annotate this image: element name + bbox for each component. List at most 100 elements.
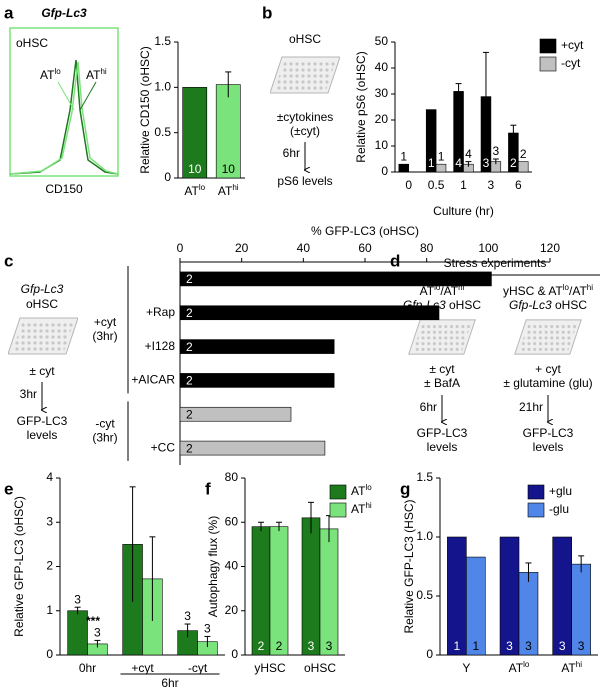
y-tick-label: 1.0 bbox=[154, 80, 171, 94]
legend-swatch bbox=[329, 484, 347, 500]
n-label: 2 bbox=[276, 639, 283, 653]
schematic-text: ± cyt bbox=[29, 364, 55, 378]
bar bbox=[182, 87, 208, 179]
n-label: 2 bbox=[186, 340, 193, 354]
x-tick-label-main: 6 bbox=[515, 178, 522, 192]
x-tick-label-main: 1 bbox=[460, 178, 467, 192]
text-segment: AT bbox=[40, 68, 55, 82]
panel-letter: d bbox=[390, 251, 400, 270]
legend-label-main: +glu bbox=[549, 484, 572, 498]
x-tick-label: +cyt bbox=[131, 661, 154, 675]
schematic-text: oHSC bbox=[289, 32, 321, 46]
legend-swatch bbox=[329, 502, 347, 518]
n-label: 4 bbox=[465, 147, 472, 161]
x-tick-label: 6 bbox=[515, 178, 522, 192]
x-tick-label-main: +cyt bbox=[131, 661, 154, 675]
x-tick-label-sup: hi bbox=[232, 183, 238, 192]
n-label: 3 bbox=[74, 592, 81, 606]
n-label: 2 bbox=[186, 272, 193, 286]
x-tick-label-main: 0.5 bbox=[428, 178, 445, 192]
x-tick-label: -cyt bbox=[188, 661, 208, 675]
duration: 21hr bbox=[519, 400, 543, 414]
n-label: 2 bbox=[186, 441, 193, 455]
schematic-text: Gfp-Lc3 bbox=[21, 282, 64, 296]
n-label: 3 bbox=[578, 639, 585, 653]
n-label: 1 bbox=[454, 639, 461, 653]
text-segment: hi bbox=[458, 283, 464, 292]
treatment: + cyt bbox=[535, 362, 561, 376]
x-tick-label: 0 bbox=[177, 241, 184, 255]
n-label: 1 bbox=[472, 639, 479, 653]
x-tick-label-main: yHSC bbox=[254, 661, 286, 675]
bar bbox=[179, 373, 335, 388]
x-tick-label-main: 3 bbox=[488, 178, 495, 192]
y-tick-label: +I128 bbox=[145, 339, 176, 353]
n-label: 3 bbox=[525, 639, 532, 653]
panel-letter: g bbox=[400, 479, 410, 498]
column-header: ATlo/AThi bbox=[420, 283, 465, 299]
y-axis-label: Relative GFP-LC3 (HSC) bbox=[402, 499, 416, 633]
bar bbox=[179, 305, 440, 321]
y-tick-label: 50 bbox=[375, 34, 389, 48]
y-tick-label: +AICAR bbox=[131, 373, 175, 387]
group-label: (3hr) bbox=[92, 430, 117, 444]
y-tick-label: +Rap bbox=[146, 305, 175, 319]
x-tick-label-main: AT bbox=[218, 184, 233, 198]
n-label: 3 bbox=[94, 626, 101, 640]
schematic-text: ±cytokines bbox=[277, 110, 334, 124]
n-label: 10 bbox=[188, 162, 202, 176]
bar bbox=[301, 517, 321, 656]
bar bbox=[517, 161, 529, 173]
bar bbox=[552, 536, 572, 656]
legend-swatch bbox=[527, 484, 545, 500]
readout: GFP-LC3 bbox=[523, 426, 574, 440]
flow-curve bbox=[9, 59, 119, 175]
n-label: 2 bbox=[258, 639, 265, 653]
n-label: 1 bbox=[438, 149, 445, 163]
y-tick-label: 1.0 bbox=[416, 529, 433, 543]
column-header: Gfp-Lc3 oHSC bbox=[509, 298, 587, 312]
schematic-text: oHSC bbox=[26, 297, 58, 311]
n-label: 2 bbox=[520, 147, 527, 161]
legend-label: AThi bbox=[351, 501, 372, 517]
legend-swatch bbox=[539, 56, 557, 72]
n-label: 3 bbox=[204, 622, 211, 636]
x-tick-label: ATlo bbox=[509, 660, 530, 676]
text-segment: /AT bbox=[440, 284, 458, 298]
text-segment: lo bbox=[563, 283, 570, 292]
x-tick-label: ATlo bbox=[184, 183, 205, 199]
x-tick-label-main: AT bbox=[184, 184, 199, 198]
x-tick-label-main: Y bbox=[462, 661, 470, 675]
y-tick-label: 0 bbox=[46, 647, 53, 661]
legend-swatch bbox=[539, 38, 557, 54]
text-segment: hi bbox=[100, 67, 106, 76]
y-tick-label: 60 bbox=[225, 514, 239, 528]
panel-letter: b bbox=[262, 3, 272, 22]
x-tick-label: 20 bbox=[235, 241, 249, 255]
x-tick-label: 40 bbox=[297, 241, 311, 255]
schematic-text: pS6 levels bbox=[277, 174, 332, 188]
x-tick-label: 80 bbox=[420, 241, 434, 255]
y-tick-label: 20 bbox=[375, 112, 389, 126]
flow-title: Gfp-Lc3 bbox=[41, 6, 87, 20]
n-label: 3 bbox=[492, 144, 499, 158]
readout: levels bbox=[533, 440, 564, 454]
bar bbox=[466, 556, 486, 656]
n-label: 1 bbox=[400, 149, 407, 163]
bar bbox=[435, 163, 447, 173]
x-tick-label-sup: lo bbox=[199, 183, 206, 192]
legend-label: +glu bbox=[549, 484, 572, 498]
flow-x-label: CD150 bbox=[45, 182, 83, 196]
bar bbox=[67, 610, 88, 656]
treatment: ± glutamine (glu) bbox=[503, 376, 592, 390]
panel-letter: a bbox=[4, 3, 14, 22]
x-axis-label: Culture (hr) bbox=[433, 204, 494, 218]
schematic-text: (±cyt) bbox=[290, 124, 320, 138]
y-tick-label: 2 bbox=[46, 559, 53, 573]
y-axis-label: Relative pS6 (oHSC) bbox=[354, 51, 368, 162]
group-label: +cyt bbox=[94, 315, 117, 329]
y-tick-label: 1.5 bbox=[416, 470, 433, 484]
x-tick-label: Y bbox=[462, 661, 470, 675]
